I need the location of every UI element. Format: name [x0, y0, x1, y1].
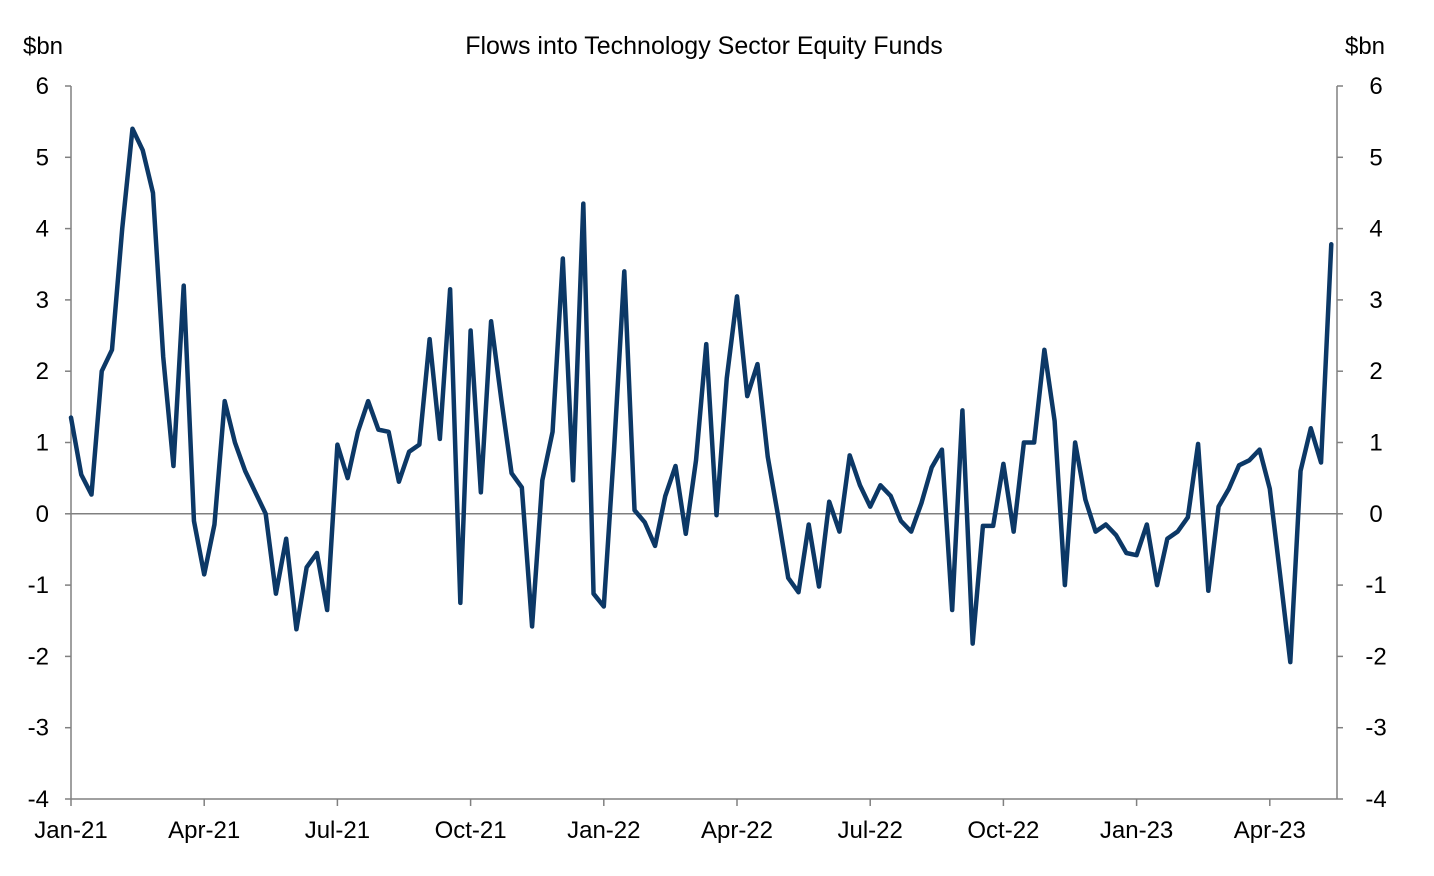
left-y-tick-label: 6 [36, 73, 49, 100]
left-y-tick-label: 4 [36, 216, 49, 243]
right-y-tick-label: 5 [1369, 144, 1382, 171]
x-tick-label: Apr-21 [168, 817, 240, 844]
right-y-tick-label: -2 [1365, 643, 1386, 670]
right-axis-unit: $bn [1345, 33, 1385, 60]
right-y-tick-label: 3 [1369, 287, 1382, 314]
chart-title: Flows into Technology Sector Equity Fund… [465, 32, 943, 60]
left-y-tick-label: 0 [36, 501, 49, 528]
right-y-tick-label: 4 [1369, 216, 1382, 243]
right-y-tick-label: -4 [1365, 786, 1386, 813]
left-y-tick-label: -4 [28, 786, 49, 813]
right-y-tick-label: 1 [1369, 430, 1382, 457]
left-y-tick-label: 1 [36, 430, 49, 457]
axes [65, 85, 1343, 806]
left-y-tick-label: 2 [36, 358, 49, 385]
x-tick-label: Jul-21 [305, 817, 370, 844]
right-y-tick-label: 2 [1369, 358, 1382, 385]
x-tick-label: Jul-22 [838, 817, 903, 844]
tick-labels: 6 6 5 5 4 4 3 3 2 2 1 1 0 0 -1 -1 -2 -2 -3 -3 -4 -4 Jan-21 Apr-… [28, 73, 1387, 844]
left-y-tick-label: -3 [28, 715, 49, 742]
series-group [68, 126, 1334, 665]
left-axis-unit: $bn [23, 33, 63, 60]
left-y-tick-label: -1 [28, 572, 49, 599]
x-tick-label: Jan-23 [1100, 817, 1173, 844]
right-y-tick-label: -3 [1365, 715, 1386, 742]
x-tick-label: Oct-21 [435, 817, 507, 844]
left-y-tick-label: 5 [36, 144, 49, 171]
right-y-tick-label: 6 [1369, 73, 1382, 100]
x-tick-label: Oct-22 [967, 817, 1039, 844]
x-tick-label: Apr-23 [1234, 817, 1306, 844]
x-tick-label: Jan-22 [567, 817, 640, 844]
x-tick-label: Jan-21 [34, 817, 107, 844]
x-tick-label: Apr-22 [701, 817, 773, 844]
right-y-tick-label: -1 [1365, 572, 1386, 599]
right-y-tick-label: 0 [1369, 501, 1382, 528]
left-y-tick-label: 3 [36, 287, 49, 314]
series-line [68, 126, 1334, 665]
left-y-tick-label: -2 [28, 643, 49, 670]
